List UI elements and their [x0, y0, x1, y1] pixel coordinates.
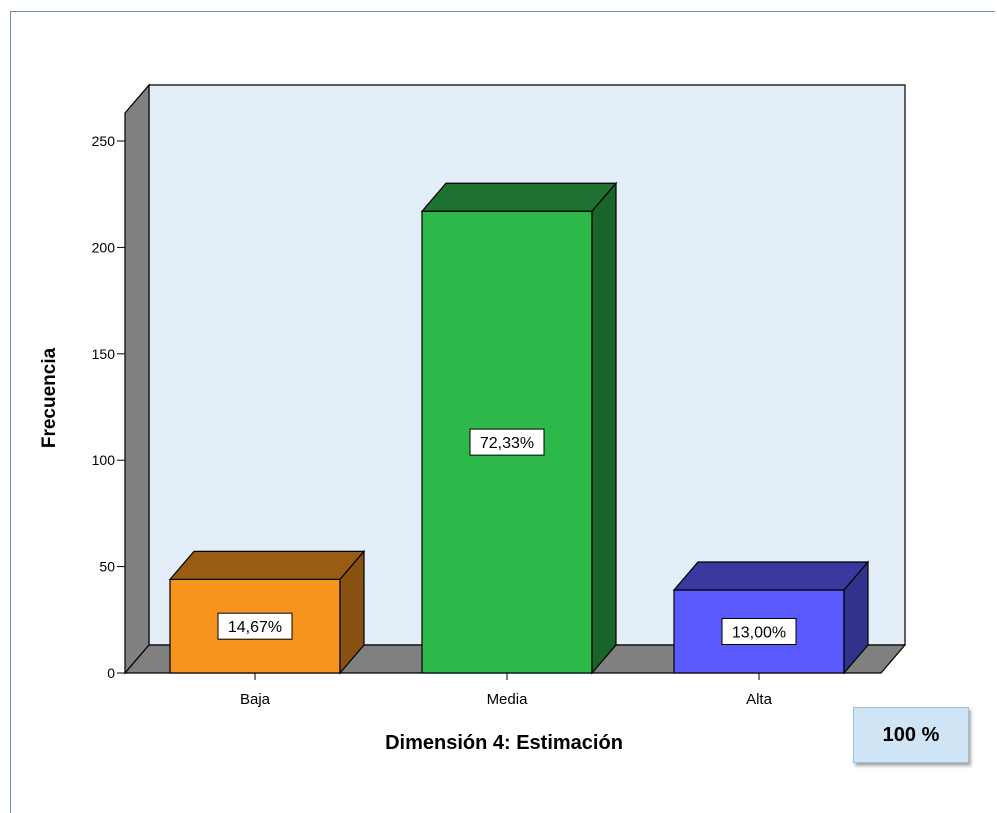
data-label: 72,33%: [480, 435, 534, 452]
y-axis: 0 50 100 150 200 250: [92, 133, 125, 681]
bar-side: [591, 181, 617, 675]
y-tick-label: 200: [92, 239, 116, 255]
bar-side: [339, 549, 365, 675]
bar-top: [420, 182, 618, 212]
data-label-box: [721, 618, 797, 646]
bar-top: [168, 550, 366, 580]
y-axis-title: Frecuencia: [39, 347, 60, 448]
chart-frame: [10, 11, 995, 813]
data-label: 14,67%: [228, 619, 282, 636]
y-tick-label: 150: [92, 346, 116, 362]
x-tick-label: Baja: [240, 691, 271, 708]
y-tick-label: 0: [107, 665, 115, 681]
data-label-box: [217, 612, 293, 640]
bar-baja: 14,67%: [168, 549, 366, 675]
bars: 14,67% 72,33% 13,00%: [168, 181, 870, 675]
bar-media: 72,33%: [420, 181, 618, 675]
x-tick-label: Alta: [746, 691, 773, 708]
x-axis: Baja Media Alta: [240, 673, 773, 708]
y-tick-label: 250: [92, 133, 116, 149]
data-label-box: [469, 428, 545, 456]
bar-top: [672, 561, 870, 591]
x-tick-label: Media: [487, 691, 529, 708]
bar-alta: 13,00%: [672, 560, 870, 675]
y-tick-label: 50: [99, 559, 115, 575]
data-label: 13,00%: [732, 625, 786, 642]
bar-side: [843, 560, 869, 675]
x-axis-title: Dimensión 4: Estimación: [385, 732, 623, 754]
y-tick-label: 100: [92, 452, 116, 468]
total-percent-badge: 100 %: [853, 707, 969, 763]
side-wall: [124, 83, 150, 675]
